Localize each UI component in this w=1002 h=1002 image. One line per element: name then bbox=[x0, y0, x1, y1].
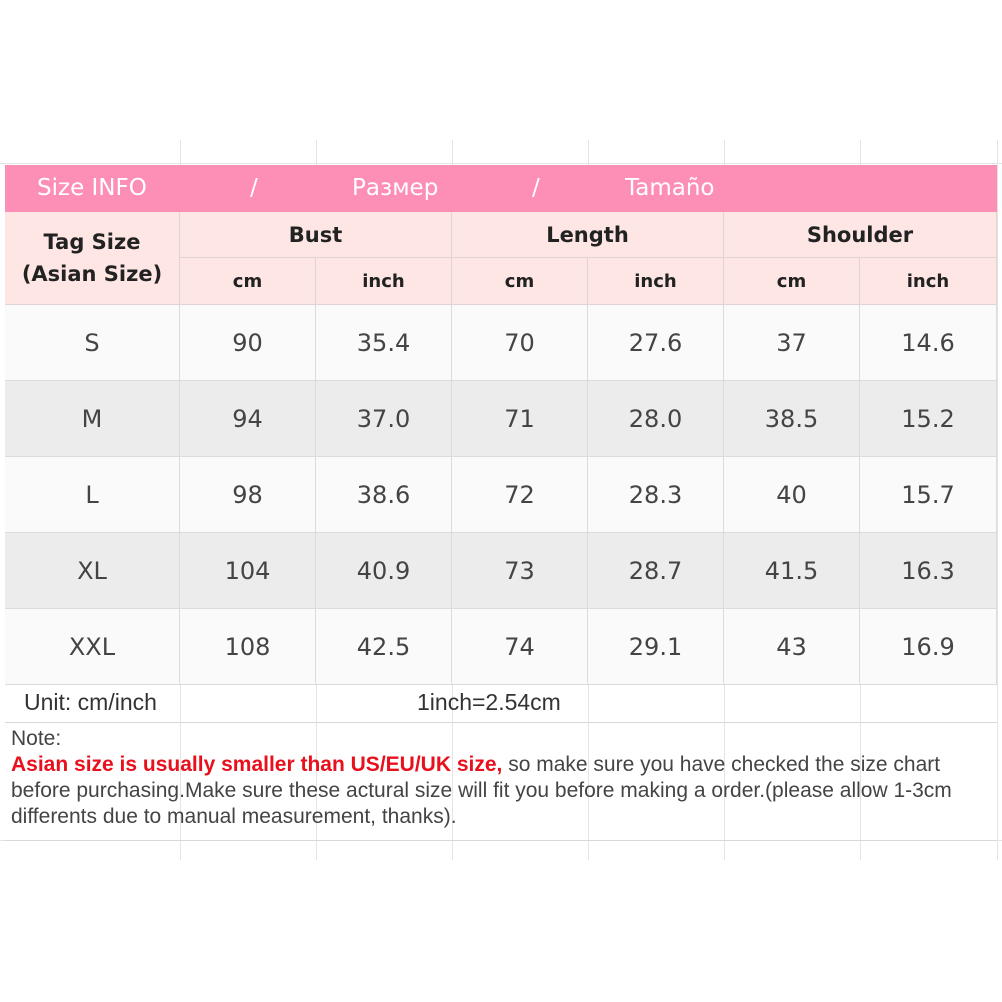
note-label: Note: bbox=[11, 727, 62, 750]
measurement-cell: 41.5 bbox=[724, 533, 860, 609]
measurement-cell: 71 bbox=[452, 381, 588, 457]
unit-header-cm: cm bbox=[724, 258, 860, 305]
unit-header-inch: inch bbox=[860, 258, 997, 305]
note-warning: Asian size is usually smaller than US/EU… bbox=[11, 753, 503, 776]
title-spanish: Tamaño bbox=[625, 175, 715, 201]
measurement-cell: 16.3 bbox=[860, 533, 997, 609]
title-separator: / bbox=[532, 175, 540, 201]
measurement-cell: 38.6 bbox=[316, 457, 452, 533]
measurement-cell: 15.2 bbox=[860, 381, 997, 457]
measurement-cell: 94 bbox=[180, 381, 316, 457]
group-header-bust: Bust bbox=[180, 212, 452, 258]
tag-size-header: Tag Size (Asian Size) bbox=[5, 212, 180, 305]
measurement-cell: 16.9 bbox=[860, 609, 997, 685]
measurement-cell: 38.5 bbox=[724, 381, 860, 457]
size-label-cell: XXL bbox=[5, 609, 180, 685]
measurement-cell: 27.6 bbox=[588, 305, 724, 381]
unit-header-cm: cm bbox=[452, 258, 588, 305]
measurement-cell: 42.5 bbox=[316, 609, 452, 685]
measurement-cell: 29.1 bbox=[588, 609, 724, 685]
group-header-shoulder: Shoulder bbox=[724, 212, 997, 258]
measurement-cell: 108 bbox=[180, 609, 316, 685]
measurement-cell: 40.9 bbox=[316, 533, 452, 609]
measurement-cell: 15.7 bbox=[860, 457, 997, 533]
measurement-cell: 37 bbox=[724, 305, 860, 381]
unit-row: Unit: cm/inch 1inch=2.54cm bbox=[5, 685, 997, 723]
measurement-cell: 104 bbox=[180, 533, 316, 609]
grid-line bbox=[0, 163, 1002, 164]
measurement-cell: 28.3 bbox=[588, 457, 724, 533]
size-label-cell: S bbox=[5, 305, 180, 381]
note-body: Asian size is usually smaller than US/EU… bbox=[11, 752, 997, 830]
size-info-title-bar: Size INFO / Размер / Tamaño bbox=[5, 165, 997, 212]
measurement-cell: 70 bbox=[452, 305, 588, 381]
title-english: Size INFO bbox=[37, 175, 147, 201]
measurement-cell: 40 bbox=[724, 457, 860, 533]
measurement-cell: 28.0 bbox=[588, 381, 724, 457]
title-russian: Размер bbox=[352, 175, 439, 201]
note-text: so make sure you have checked the size c… bbox=[11, 753, 952, 828]
size-label-cell: XL bbox=[5, 533, 180, 609]
title-separator: / bbox=[250, 175, 258, 201]
measurement-cell: 73 bbox=[452, 533, 588, 609]
measurement-cell: 28.7 bbox=[588, 533, 724, 609]
asian-size-label: (Asian Size) bbox=[21, 262, 163, 286]
measurement-cell: 72 bbox=[452, 457, 588, 533]
group-header-length: Length bbox=[452, 212, 724, 258]
measurement-cell: 37.0 bbox=[316, 381, 452, 457]
unit-label: Unit: cm/inch bbox=[24, 689, 157, 715]
note-section: Note: Asian size is usually smaller than… bbox=[5, 722, 997, 841]
measurement-cell: 74 bbox=[452, 609, 588, 685]
size-label-cell: M bbox=[5, 381, 180, 457]
size-label-cell: L bbox=[5, 457, 180, 533]
grid-line bbox=[997, 140, 998, 860]
measurement-cell: 35.4 bbox=[316, 305, 452, 381]
tag-size-label: Tag Size bbox=[43, 230, 141, 254]
unit-header-inch: inch bbox=[588, 258, 724, 305]
measurement-cell: 14.6 bbox=[860, 305, 997, 381]
measurement-cell: 43 bbox=[724, 609, 860, 685]
conversion-label: 1inch=2.54cm bbox=[417, 689, 561, 715]
unit-header-inch: inch bbox=[316, 258, 452, 305]
measurement-cell: 90 bbox=[180, 305, 316, 381]
measurement-cell: 98 bbox=[180, 457, 316, 533]
unit-header-cm: cm bbox=[180, 258, 316, 305]
